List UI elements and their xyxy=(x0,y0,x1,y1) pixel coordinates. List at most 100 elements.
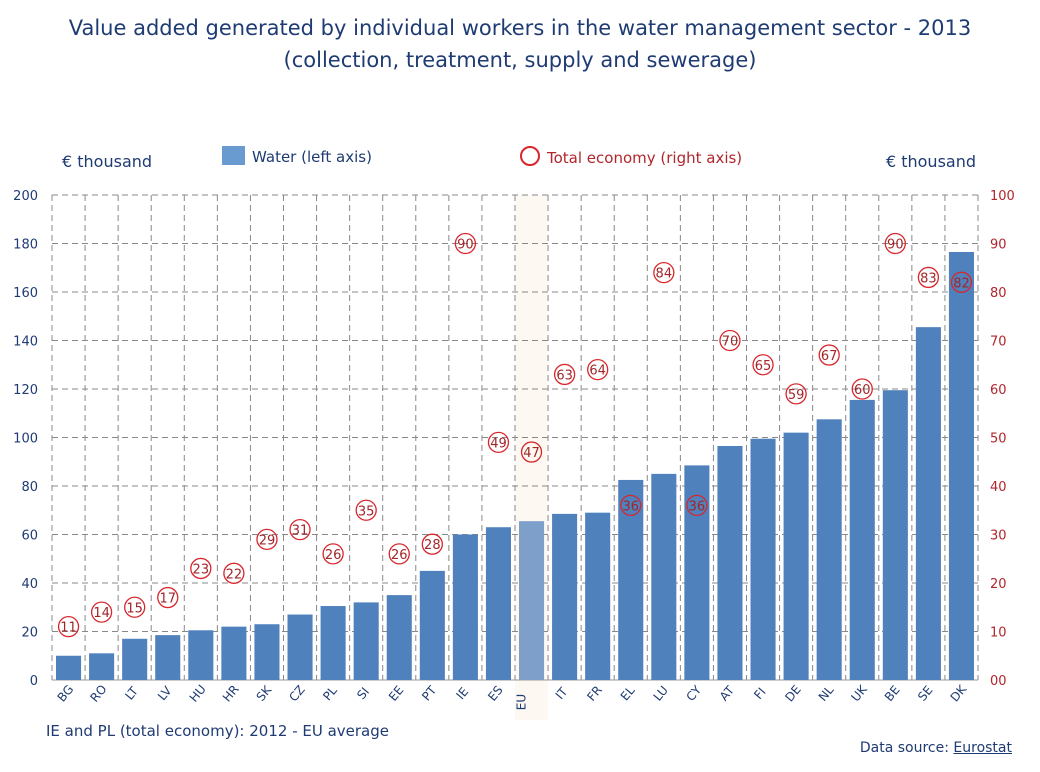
point-EL xyxy=(620,494,642,517)
point-AT xyxy=(719,329,741,352)
point-CY xyxy=(686,494,708,517)
category-label: BE xyxy=(882,683,903,704)
category-label: CY xyxy=(683,682,704,703)
right-tick-label: 50 xyxy=(990,432,1007,447)
right-axis-unit: € thousand xyxy=(885,152,976,171)
point-IT xyxy=(553,363,576,386)
point-label: 70 xyxy=(722,335,739,350)
point-label: 35 xyxy=(358,504,375,519)
bar-RO xyxy=(89,653,115,680)
point-label: 83 xyxy=(920,271,937,286)
point-label: 28 xyxy=(424,538,441,553)
point-RO xyxy=(90,601,113,623)
bar-AT xyxy=(717,445,743,680)
bar-EL xyxy=(618,479,644,680)
bar-SI xyxy=(353,602,379,680)
left-tick-label: 80 xyxy=(21,480,38,495)
right-tick-label: 60 xyxy=(990,383,1007,398)
point-label: 47 xyxy=(523,446,540,461)
point-label: 36 xyxy=(689,499,706,514)
category-label: IT xyxy=(553,684,571,702)
point-LU xyxy=(653,261,675,284)
bar-HU xyxy=(188,630,214,680)
source-link[interactable]: Eurostat xyxy=(953,740,1012,756)
category-label: EL xyxy=(618,683,638,703)
category-label: SE xyxy=(915,683,935,704)
point-BG xyxy=(57,616,80,638)
point-LT xyxy=(124,596,146,618)
category-label: ES xyxy=(485,683,505,704)
left-tick-label: 100 xyxy=(13,432,38,447)
point-PL xyxy=(322,543,344,565)
chart-note: IE and PL (total economy): 2012 - EU ave… xyxy=(46,722,390,740)
bar-IE xyxy=(452,534,478,680)
point-IE xyxy=(454,232,477,255)
left-tick-label: 120 xyxy=(13,383,38,398)
bar-BE xyxy=(882,390,908,680)
data-source: Data source: Eurostat xyxy=(860,740,1012,756)
point-LV xyxy=(157,586,179,609)
bar-UK xyxy=(849,399,875,680)
source-label: Data source: xyxy=(859,740,954,756)
point-label: 31 xyxy=(292,524,309,539)
category-label: SI xyxy=(354,685,372,703)
category-label: HR xyxy=(220,682,242,704)
left-tick-label: 60 xyxy=(21,529,38,544)
bar-DK xyxy=(948,251,974,681)
bar-ES xyxy=(485,527,511,680)
point-SE xyxy=(917,266,940,289)
bar-LT xyxy=(122,638,148,680)
point-label: 36 xyxy=(622,499,639,514)
point-DE xyxy=(785,383,807,405)
point-label: 64 xyxy=(589,364,606,379)
point-FR xyxy=(587,358,609,381)
bar-SK xyxy=(254,624,280,680)
point-ES xyxy=(487,431,510,454)
legend-circle-swatch xyxy=(520,146,540,166)
point-CZ xyxy=(289,519,311,541)
point-label: 15 xyxy=(126,601,143,616)
category-label: RO xyxy=(87,682,109,705)
right-tick-label: 100 xyxy=(990,189,1015,204)
right-tick-label: 30 xyxy=(990,529,1007,544)
bar-PL xyxy=(320,606,346,680)
bar-IT xyxy=(552,513,578,680)
point-label: 14 xyxy=(93,606,110,621)
legend-water-label: Water (left axis) xyxy=(252,148,372,166)
legend-water: Water (left axis) xyxy=(222,146,372,166)
chart-title: Value added generated by individual work… xyxy=(68,16,972,40)
point-UK xyxy=(851,378,873,400)
category-label: FI xyxy=(751,685,768,702)
bar-LU xyxy=(651,473,677,680)
legend-total-economy: Total economy (right axis) xyxy=(520,146,742,167)
bar-SE xyxy=(915,327,941,680)
point-label: 63 xyxy=(556,368,573,383)
bar-LV xyxy=(155,635,181,680)
point-label: 60 xyxy=(854,383,871,398)
right-tick-label: 40 xyxy=(990,480,1007,495)
category-label: PL xyxy=(320,683,340,703)
category-label: LU xyxy=(651,683,671,703)
category-label: DK xyxy=(948,682,970,705)
point-SI xyxy=(355,499,377,521)
right-tick-label: 00 xyxy=(990,674,1007,689)
category-label: LT xyxy=(122,684,141,703)
bar-CZ xyxy=(287,614,313,680)
bar-EE xyxy=(386,595,412,680)
left-tick-label: 140 xyxy=(13,335,38,350)
left-tick-label: 20 xyxy=(21,626,38,641)
point-label: 67 xyxy=(821,349,838,364)
category-label: DE xyxy=(782,682,804,704)
bar-NL xyxy=(816,419,842,680)
right-tick-label: 80 xyxy=(990,286,1007,301)
point-label: 17 xyxy=(159,592,176,607)
point-PT xyxy=(421,533,443,555)
point-label: 84 xyxy=(656,267,673,282)
legend-bar-swatch xyxy=(222,146,245,165)
point-label: 22 xyxy=(226,567,243,582)
point-label: 59 xyxy=(788,388,805,403)
legend-total-label: Total economy (right axis) xyxy=(547,149,743,167)
point-label: 11 xyxy=(60,621,77,636)
